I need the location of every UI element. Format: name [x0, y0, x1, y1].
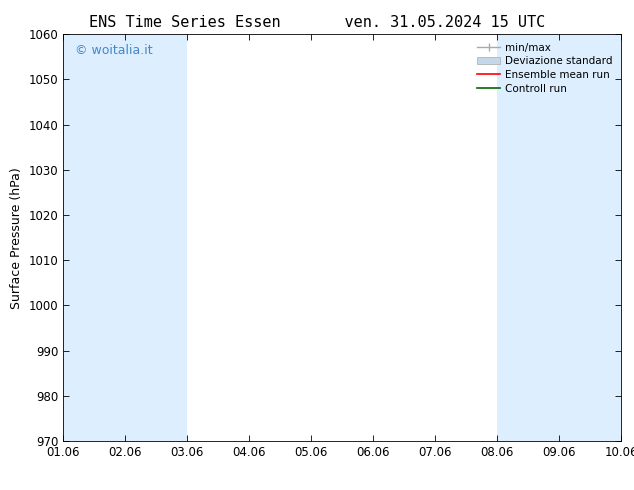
- Legend: min/max, Deviazione standard, Ensemble mean run, Controll run: min/max, Deviazione standard, Ensemble m…: [474, 40, 616, 97]
- Y-axis label: Surface Pressure (hPa): Surface Pressure (hPa): [10, 167, 23, 309]
- Bar: [63, 34, 188, 441]
- Text: ENS Time Series Essen       ven. 31.05.2024 15 UTC: ENS Time Series Essen ven. 31.05.2024 15…: [89, 15, 545, 30]
- Text: © woitalia.it: © woitalia.it: [75, 45, 152, 57]
- Bar: [559, 34, 634, 441]
- Bar: [497, 34, 559, 441]
